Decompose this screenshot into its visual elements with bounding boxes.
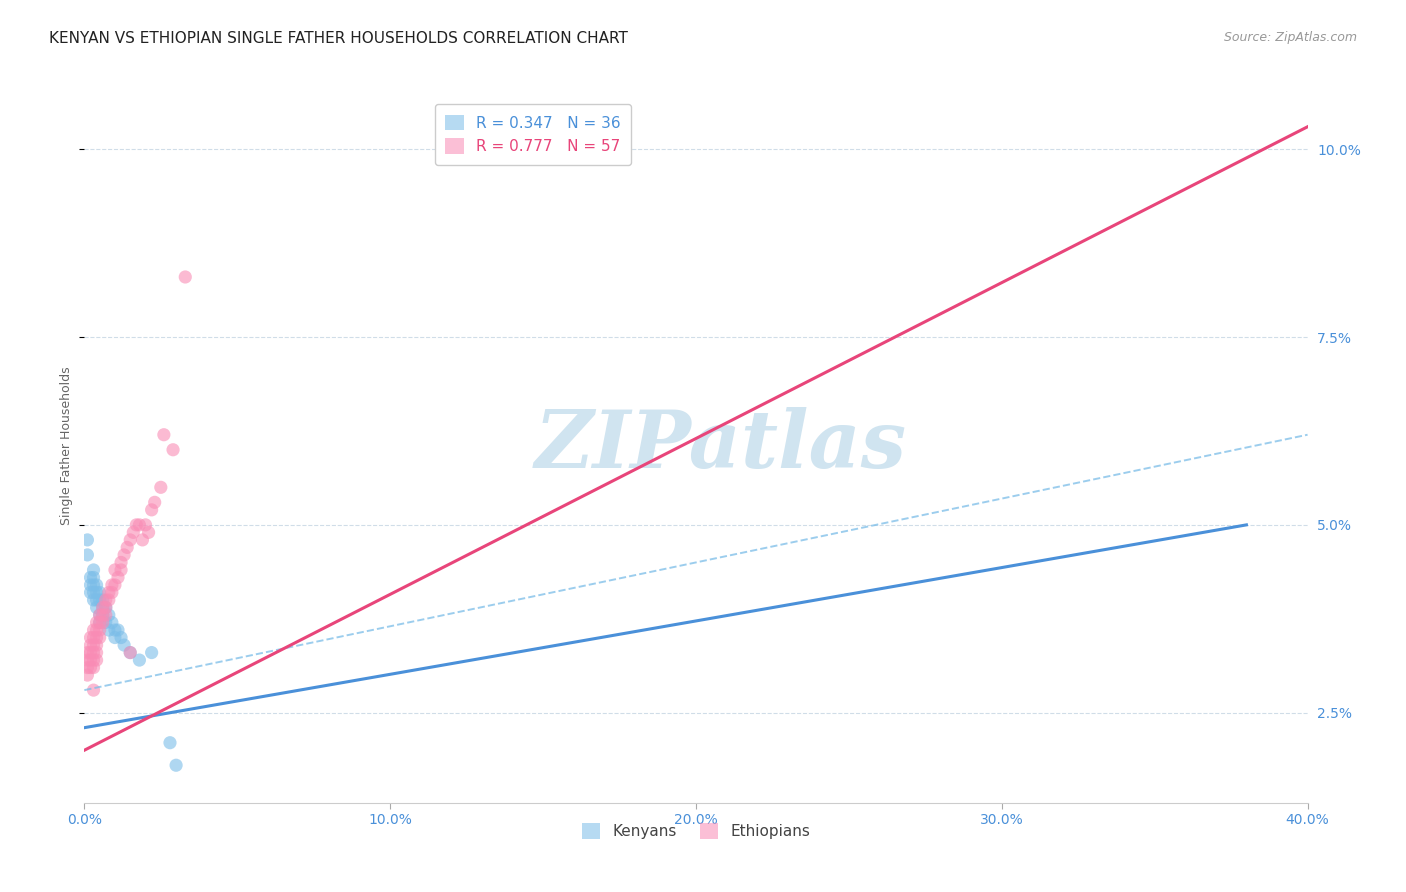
Point [86, 646, 108, 660]
Point [91, 593, 114, 607]
Point [104, 631, 127, 645]
Point [83, 631, 105, 645]
Point [101, 578, 124, 592]
Point [149, 480, 172, 494]
Point [83, 593, 105, 607]
Point [162, 442, 184, 457]
Point [91, 600, 114, 615]
Point [97, 585, 120, 599]
Point [86, 615, 108, 630]
Point [138, 525, 160, 540]
Point [141, 646, 163, 660]
Point [165, 758, 187, 772]
Point [89, 615, 111, 630]
Point [76, 646, 98, 660]
Point [83, 653, 105, 667]
Point [91, 607, 114, 622]
Legend: Kenyans, Ethiopians: Kenyans, Ethiopians [575, 817, 817, 845]
Point [86, 638, 108, 652]
Point [120, 533, 142, 547]
Point [94, 600, 117, 615]
Point [83, 623, 105, 637]
Point [79, 578, 101, 592]
Point [76, 533, 98, 547]
Point [91, 607, 114, 622]
Point [91, 600, 114, 615]
Point [83, 570, 105, 584]
Point [128, 653, 150, 667]
Point [89, 585, 111, 599]
Text: ZIPatlas: ZIPatlas [534, 408, 907, 484]
Point [79, 570, 101, 584]
Point [143, 495, 166, 509]
Point [125, 517, 148, 532]
Point [94, 615, 117, 630]
Point [79, 646, 101, 660]
Point [83, 638, 105, 652]
Point [110, 563, 132, 577]
Point [83, 683, 105, 698]
Point [89, 615, 111, 630]
Point [97, 593, 120, 607]
Point [174, 270, 197, 285]
Point [110, 556, 132, 570]
Point [79, 653, 101, 667]
Point [94, 600, 117, 615]
Point [86, 653, 108, 667]
Point [86, 631, 108, 645]
Point [120, 646, 142, 660]
Point [153, 427, 176, 442]
Point [76, 548, 98, 562]
Point [76, 660, 98, 674]
Point [94, 607, 117, 622]
Point [83, 646, 105, 660]
Point [83, 578, 105, 592]
Point [131, 533, 153, 547]
Point [89, 607, 111, 622]
Point [159, 736, 181, 750]
Point [83, 660, 105, 674]
Point [79, 631, 101, 645]
Point [128, 517, 150, 532]
Point [97, 607, 120, 622]
Point [115, 541, 138, 555]
Point [104, 578, 127, 592]
Point [110, 631, 132, 645]
Point [94, 593, 117, 607]
Point [112, 548, 135, 562]
Point [86, 600, 108, 615]
Point [104, 623, 127, 637]
Point [76, 653, 98, 667]
Point [83, 563, 105, 577]
Y-axis label: Single Father Households: Single Father Households [60, 367, 73, 525]
Point [101, 585, 124, 599]
Point [86, 578, 108, 592]
Point [86, 623, 108, 637]
Point [76, 668, 98, 682]
Point [86, 593, 108, 607]
Point [112, 638, 135, 652]
Point [79, 585, 101, 599]
Point [83, 585, 105, 599]
Point [79, 638, 101, 652]
Point [107, 570, 129, 584]
Point [89, 631, 111, 645]
Point [120, 646, 142, 660]
Point [89, 593, 111, 607]
Point [79, 660, 101, 674]
Point [107, 623, 129, 637]
Point [89, 623, 111, 637]
Point [86, 585, 108, 599]
Point [89, 607, 111, 622]
Point [135, 517, 157, 532]
Point [101, 615, 124, 630]
Point [122, 525, 145, 540]
Point [91, 615, 114, 630]
Point [97, 623, 120, 637]
Text: KENYAN VS ETHIOPIAN SINGLE FATHER HOUSEHOLDS CORRELATION CHART: KENYAN VS ETHIOPIAN SINGLE FATHER HOUSEH… [49, 31, 628, 46]
Point [141, 503, 163, 517]
Point [104, 563, 127, 577]
Text: Source: ZipAtlas.com: Source: ZipAtlas.com [1223, 31, 1357, 45]
